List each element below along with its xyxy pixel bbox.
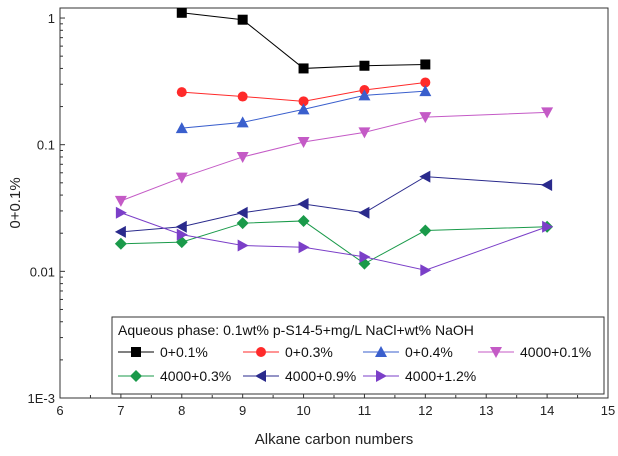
series-2 — [175, 85, 432, 134]
data-point — [236, 116, 249, 128]
y-tick-label: 1E-3 — [28, 391, 55, 406]
legend-label: 0+0.4% — [405, 344, 453, 360]
x-tick-label: 7 — [117, 403, 124, 418]
data-point — [176, 87, 187, 98]
y-tick-label: 0.1 — [37, 138, 55, 153]
data-point — [236, 151, 249, 163]
legend-title: Aqueous phase: 0.1wt% p-S14-5+mg/L NaCl+… — [118, 322, 474, 338]
axis-ticks: 6 7 8 9 10 11 12 13 14 15 1 0.1 0.01 1E-3 — [28, 11, 616, 418]
legend-entry: 4000+1.2% — [363, 368, 476, 384]
data-point — [420, 77, 431, 88]
data-point — [297, 198, 309, 211]
data-point — [297, 103, 310, 115]
legend-marker — [131, 347, 141, 357]
legend-label: 0+0.1% — [160, 344, 208, 360]
x-tick-label: 12 — [418, 403, 432, 418]
x-tick-label: 15 — [601, 403, 615, 418]
x-tick-label: 9 — [239, 403, 246, 418]
data-point — [297, 214, 310, 227]
data-point — [542, 220, 554, 233]
legend-entry: 4000+0.1% — [478, 344, 591, 360]
data-point — [236, 217, 249, 230]
series-6 — [115, 206, 554, 277]
legend-label: 0+0.3% — [285, 344, 333, 360]
series-5 — [114, 170, 553, 238]
series-4 — [114, 214, 554, 270]
legend-marker — [256, 347, 266, 357]
data-point — [419, 224, 432, 237]
legend-entry: 0+0.1% — [118, 344, 208, 360]
data-point — [176, 8, 187, 18]
data-point — [420, 59, 431, 70]
data-point — [359, 60, 370, 71]
data-point — [237, 14, 248, 25]
data-point — [358, 206, 370, 219]
data-point — [358, 89, 371, 101]
data-point — [541, 107, 554, 119]
data-point — [115, 206, 127, 219]
data-point — [358, 127, 371, 139]
data-point — [114, 225, 126, 238]
series-0 — [176, 8, 431, 74]
data-point — [419, 170, 431, 183]
data-point — [297, 137, 310, 149]
series-3 — [114, 107, 554, 207]
legend: Aqueous phase: 0.1wt% p-S14-5+mg/L NaCl+… — [111, 316, 605, 395]
legend-label: 4000+0.3% — [160, 368, 231, 384]
y-tick-label: 1 — [48, 11, 55, 26]
data-point — [176, 228, 188, 241]
data-point — [419, 112, 432, 124]
legend-marker — [490, 347, 502, 358]
data-point — [114, 195, 127, 207]
data-point — [419, 85, 432, 97]
legend-marker — [255, 370, 266, 382]
x-tick-label: 14 — [540, 403, 554, 418]
data-point — [175, 172, 188, 184]
data-point — [237, 91, 248, 102]
data-point — [114, 237, 127, 250]
data-point — [298, 63, 309, 74]
data-point — [359, 250, 371, 263]
data-point — [236, 206, 248, 219]
legend-label: 4000+0.1% — [520, 344, 591, 360]
series-layer — [114, 8, 554, 277]
legend-label: 4000+1.2% — [405, 368, 476, 384]
data-point — [175, 220, 187, 233]
data-point — [175, 122, 188, 134]
x-tick-label: 6 — [56, 403, 63, 418]
legend-box — [111, 316, 605, 395]
x-tick-label: 13 — [479, 403, 493, 418]
legend-marker — [130, 370, 142, 382]
x-axis-title: Alkane carbon numbers — [255, 431, 413, 448]
y-axis-title: 0+0.1% — [7, 177, 24, 228]
data-point — [298, 241, 310, 254]
legend-marker — [375, 346, 387, 357]
x-tick-label: 8 — [178, 403, 185, 418]
data-point — [237, 239, 249, 252]
legend-marker — [376, 370, 387, 382]
legend-label: 4000+0.9% — [285, 368, 356, 384]
legend-entry: 0+0.3% — [243, 344, 333, 360]
data-point — [298, 96, 309, 107]
x-tick-label: 10 — [296, 403, 310, 418]
data-point — [420, 264, 432, 277]
data-point — [541, 179, 553, 192]
legend-entry: 4000+0.3% — [118, 368, 231, 384]
x-tick-label: 11 — [358, 403, 372, 418]
legend-entry: 4000+0.9% — [243, 368, 356, 384]
y-tick-label: 0.01 — [30, 264, 55, 279]
legend-entry: 0+0.4% — [363, 344, 453, 360]
